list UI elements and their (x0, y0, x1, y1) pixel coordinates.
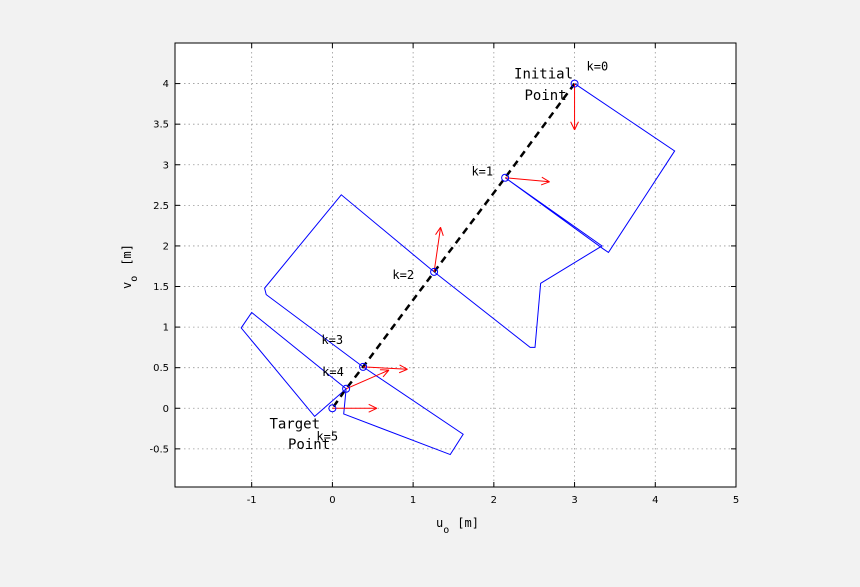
arrow-head-b-1 (541, 176, 550, 183)
x-axis-subscript: o (443, 525, 449, 536)
arrow-shaft-4 (345, 369, 390, 390)
y-tick-label-7: 3 (163, 160, 169, 171)
arrow-shaft-2 (433, 227, 442, 272)
plot-background (175, 43, 736, 487)
y-tick-label-3: 1 (163, 323, 169, 334)
y-tick-label-4: 1.5 (153, 282, 169, 293)
plot-frame (174, 42, 737, 488)
x-tick-label-6: 5 (733, 495, 739, 506)
arrow-head-a-4 (382, 369, 390, 378)
arrow-head-a-2 (440, 227, 444, 236)
waypoint-labels: k=0 k=1 k=2 k=3 k=4 k=5 (316, 60, 608, 444)
arrow-head-a-0 (570, 121, 576, 131)
waypoint-marker-2 (430, 267, 439, 276)
x-tick-label-5: 4 (652, 495, 658, 506)
y-axis-unit: [m] (120, 244, 134, 266)
y-axis-label: vo [m] (120, 244, 140, 289)
x-axis-label: uo [m] (436, 516, 479, 536)
waypoint-label-0: k=0 (587, 60, 609, 74)
x-tick-label-3: 2 (491, 495, 497, 506)
y-tick-label-8: 3.5 (153, 120, 169, 131)
arrow-head-a-3 (398, 368, 408, 374)
arrow-head-a-5 (368, 407, 378, 413)
arrow-head-b-2 (435, 226, 441, 235)
x-axis-unit: [m] (457, 516, 479, 530)
annotations: Initial Point Target Point (269, 67, 573, 453)
annotation-0: Initial (514, 67, 573, 83)
waypoint-label-5: k=5 (316, 429, 338, 443)
annotation-2: Target (269, 417, 320, 433)
waypoint-marker-4 (342, 384, 351, 393)
y-tick-label-2: 0.5 (153, 363, 169, 374)
x-tick-label-0: -1 (247, 495, 257, 506)
y-tick-label-9: 4 (163, 79, 169, 90)
y-axis-symbol: v (120, 282, 134, 289)
waypoint-markers (328, 79, 579, 413)
arrow-head-b-5 (368, 403, 378, 409)
y-tick-label-6: 2.5 (153, 201, 169, 212)
y-tick-label-5: 2 (163, 241, 169, 252)
x-tick-label-4: 3 (571, 495, 577, 506)
waypoint-marker-5 (328, 404, 337, 413)
waypoint-label-1: k=1 (471, 165, 493, 179)
vehicle-outline-upper (264, 83, 676, 368)
annotation-3: Point (288, 437, 330, 453)
y-tick-label-0: -0.5 (149, 444, 169, 455)
waypoint-marker-1 (501, 173, 510, 182)
heading-arrows (332, 83, 579, 413)
waypoint-label-4: k=4 (322, 365, 344, 379)
arrow-head-a-1 (540, 181, 550, 186)
x-tick-label-2: 1 (410, 495, 416, 506)
waypoint-label-2: k=2 (392, 268, 414, 282)
x-tick-label-1: 0 (329, 495, 335, 506)
arrow-head-b-3 (399, 364, 408, 370)
axis-ticks: -1 0 1 2 3 4 5 -0.5 0 0.5 1 1.5 2 2.5 3 3.5 4 (149, 43, 739, 506)
waypoint-label-3: k=3 (321, 333, 343, 347)
arrow-head-b-0 (574, 121, 579, 131)
annotation-1: Point (525, 88, 567, 104)
waypoint-marker-3 (359, 362, 368, 371)
arrow-shaft-1 (505, 177, 550, 183)
waypoint-marker-0 (570, 79, 579, 88)
arrow-shaft-3 (363, 366, 408, 370)
y-axis-subscript: o (129, 276, 140, 282)
y-tick-label-1: 0 (163, 404, 169, 415)
x-axis-symbol: u (436, 516, 443, 530)
